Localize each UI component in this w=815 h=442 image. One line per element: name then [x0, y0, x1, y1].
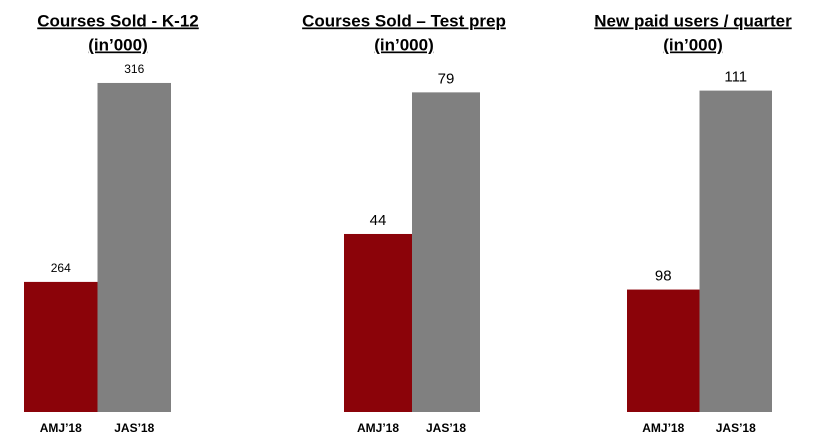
value-label: 79 [438, 70, 455, 87]
value-label: 316 [124, 62, 144, 76]
value-label: 98 [655, 268, 672, 285]
value-label: 111 [724, 69, 747, 86]
x-tick-label: AMJ’18 [642, 421, 684, 435]
chart-subtitle: (in’000) [374, 35, 434, 54]
x-tick-label: JAS’18 [716, 421, 756, 435]
chart-subtitle: (in’000) [663, 35, 723, 54]
chart-title: Courses Sold – Test prep [302, 11, 506, 30]
bar [344, 233, 412, 412]
x-tick-label: AMJ’18 [357, 421, 399, 435]
x-tick-label: JAS’18 [426, 421, 466, 435]
value-label: 44 [370, 212, 387, 229]
chart-title: Courses Sold - K-12 [37, 11, 199, 30]
bar [412, 92, 480, 413]
x-tick-label: AMJ’18 [40, 421, 82, 435]
chart-title: New paid users / quarter [594, 11, 792, 30]
bar [24, 281, 98, 412]
chart-subtitle: (in’000) [88, 35, 148, 54]
bar [97, 82, 171, 413]
bar [699, 90, 772, 412]
value-label: 264 [51, 261, 71, 275]
bar [627, 289, 700, 412]
x-tick-label: JAS’18 [114, 421, 154, 435]
